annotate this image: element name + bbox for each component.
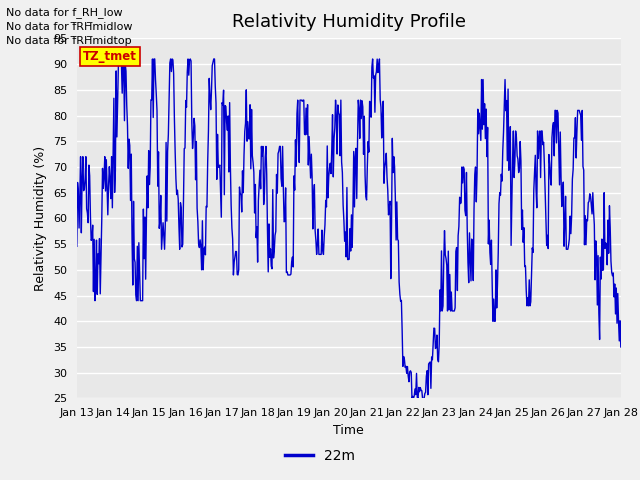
Text: No data for f_RH_low: No data for f_RH_low [6, 7, 123, 18]
X-axis label: Time: Time [333, 424, 364, 437]
Legend: 22m: 22m [280, 443, 360, 468]
Text: No data for f̅RH̅midtop: No data for f̅RH̅midtop [6, 36, 132, 46]
Text: TZ_tmet: TZ_tmet [83, 50, 137, 63]
Y-axis label: Relativity Humidity (%): Relativity Humidity (%) [35, 146, 47, 291]
Text: No data for f̅RH̅midlow: No data for f̅RH̅midlow [6, 22, 133, 32]
Title: Relativity Humidity Profile: Relativity Humidity Profile [232, 13, 466, 31]
